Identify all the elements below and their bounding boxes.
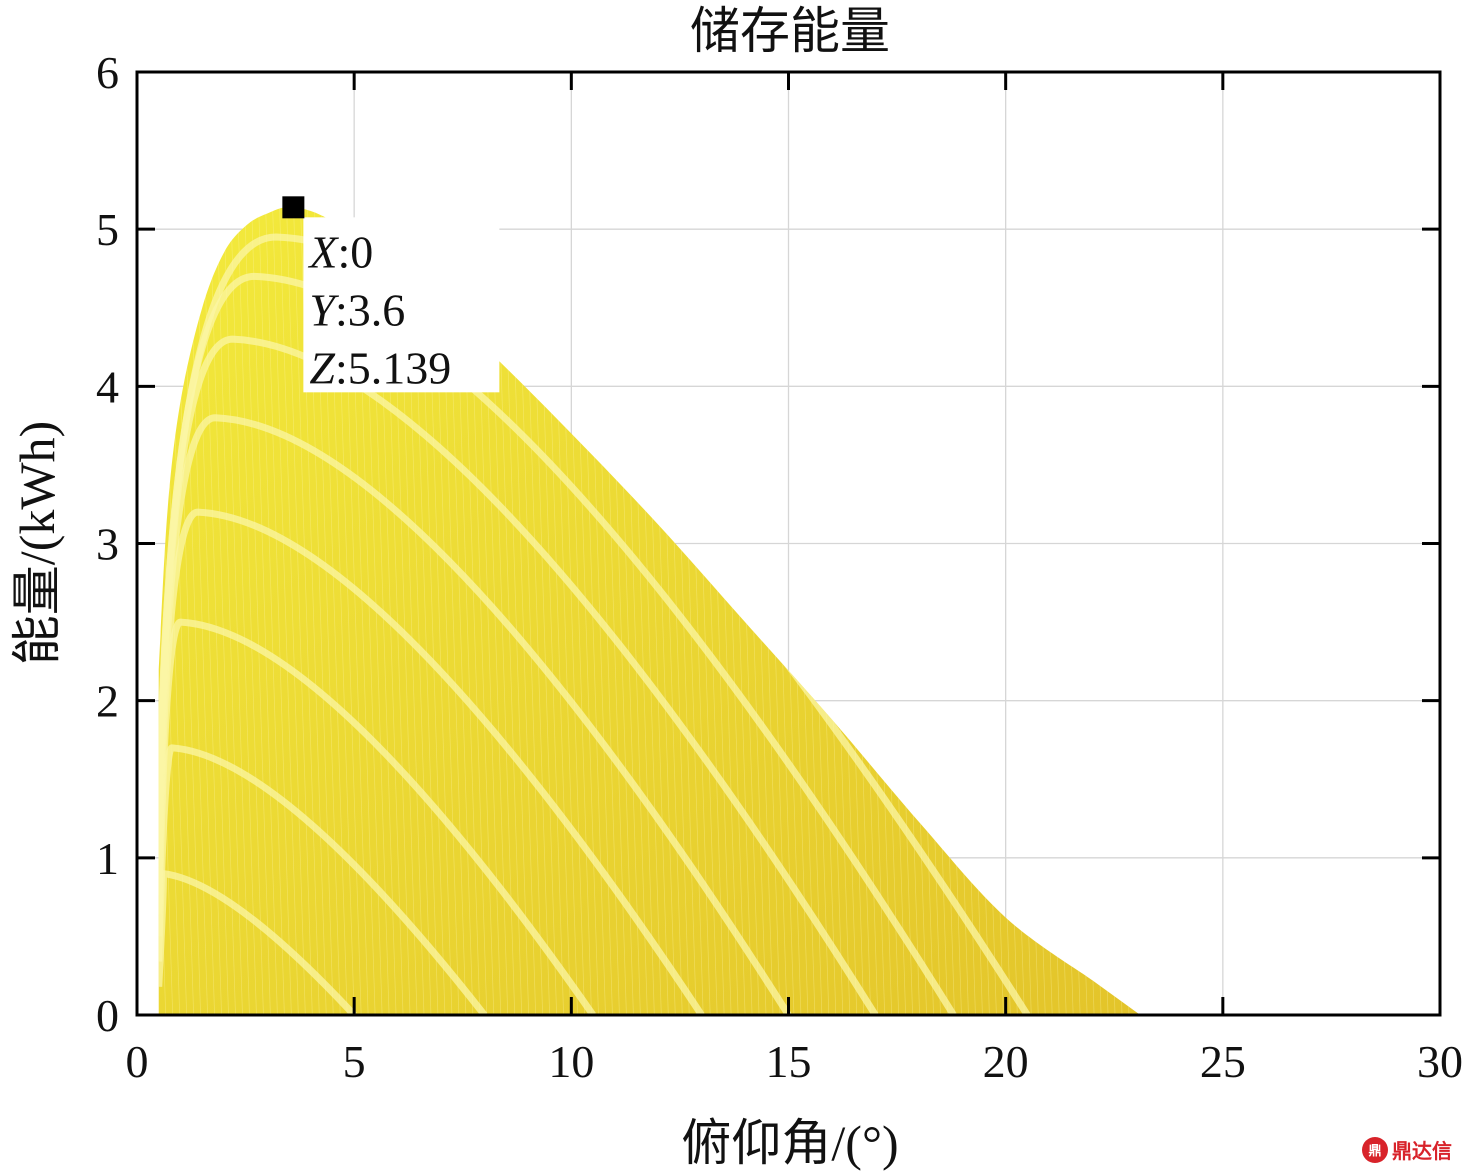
y-tick-label-1: 1 (96, 833, 119, 884)
x-tick-label-30: 30 (1417, 1036, 1462, 1087)
y-tick-label-5: 5 (96, 204, 119, 255)
data-tip-marker (282, 196, 305, 219)
chart-title: 储存能量 (690, 3, 890, 59)
watermark: 鼎 鼎达信 (1362, 1135, 1452, 1164)
hatch-line (281, 207, 313, 1015)
hatch-line (267, 207, 299, 1015)
data-tip[interactable]: X:0Y:3.6Z:5.139 (282, 196, 500, 393)
y-tick-label-6: 6 (96, 47, 119, 98)
y-tick-label-0: 0 (96, 990, 119, 1041)
x-tick-label-20: 20 (983, 1036, 1029, 1087)
y-axis-label: 能量/(kWh) (9, 421, 65, 665)
y-tick-label-3: 3 (96, 519, 119, 570)
data-tip-value-z: :5.139 (335, 342, 451, 393)
data-tip-line-y: Y:3.6 (309, 284, 405, 335)
y-tick-label-2: 2 (96, 676, 119, 727)
data-tip-line-z: Z:5.139 (309, 342, 451, 393)
x-tick-label-0: 0 (126, 1036, 149, 1087)
hatch-line (247, 207, 278, 1015)
data-tip-line-x: X:0 (307, 226, 373, 277)
data-tip-value-x: :0 (337, 226, 373, 277)
tick-labels: 0 5 10 15 20 25 30 0 1 2 3 4 5 6 (96, 47, 1462, 1087)
data-tip-box (303, 217, 500, 393)
x-axis-label: 俯仰角/(°) (681, 1115, 898, 1171)
y-tick-label-4: 4 (96, 361, 119, 412)
x-tick-label-25: 25 (1200, 1036, 1246, 1087)
data-tip-value-y: :3.6 (335, 284, 405, 335)
hatch-line (158, 207, 174, 1015)
x-tick-label-10: 10 (548, 1036, 594, 1087)
hatch-line (240, 207, 271, 1015)
x-tick-label-15: 15 (766, 1036, 812, 1087)
watermark-text: 鼎达信 (1392, 1139, 1452, 1163)
watermark-logo-icon: 鼎 (1362, 1136, 1388, 1163)
data-tip-key-y: Y (309, 284, 339, 335)
hatch-line (295, 207, 327, 1015)
data-tip-key-x: X (307, 226, 339, 277)
hatch-line (288, 207, 320, 1015)
data-tip-key-z: Z (309, 342, 335, 393)
x-tick-label-5: 5 (343, 1036, 366, 1087)
hatch-line (260, 207, 292, 1015)
plot-frame (135, 70, 1442, 1017)
hatch-line (254, 207, 285, 1015)
